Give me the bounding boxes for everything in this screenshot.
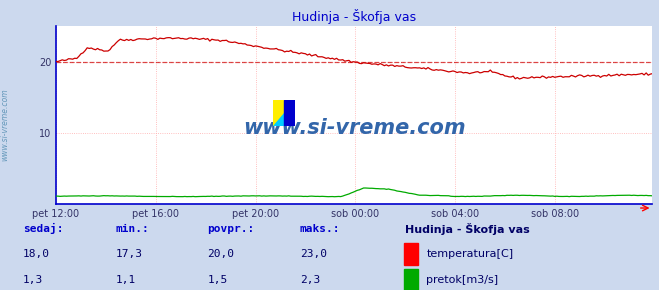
Text: 18,0: 18,0 [23, 249, 50, 259]
Text: min.:: min.: [115, 224, 149, 234]
Text: 1,1: 1,1 [115, 275, 136, 285]
Text: temperatura[C]: temperatura[C] [426, 249, 513, 259]
Text: www.si-vreme.com: www.si-vreme.com [1, 88, 10, 161]
Text: 2,3: 2,3 [300, 275, 320, 285]
Text: 20,0: 20,0 [208, 249, 235, 259]
Polygon shape [273, 100, 295, 126]
Title: Hudinja - Škofja vas: Hudinja - Škofja vas [292, 8, 416, 23]
Text: Hudinja - Škofja vas: Hudinja - Škofja vas [405, 223, 530, 235]
Text: maks.:: maks.: [300, 224, 340, 234]
Text: povpr.:: povpr.: [208, 224, 255, 234]
Bar [404, 269, 418, 290]
Text: 1,3: 1,3 [23, 275, 43, 285]
Text: 23,0: 23,0 [300, 249, 327, 259]
Text: pretok[m3/s]: pretok[m3/s] [426, 275, 498, 285]
Bar [404, 243, 418, 265]
Text: 17,3: 17,3 [115, 249, 142, 259]
Polygon shape [285, 100, 295, 126]
Polygon shape [273, 100, 295, 126]
Text: www.si-vreme.com: www.si-vreme.com [243, 118, 465, 138]
Text: sedaj:: sedaj: [23, 223, 63, 234]
Text: 1,5: 1,5 [208, 275, 228, 285]
